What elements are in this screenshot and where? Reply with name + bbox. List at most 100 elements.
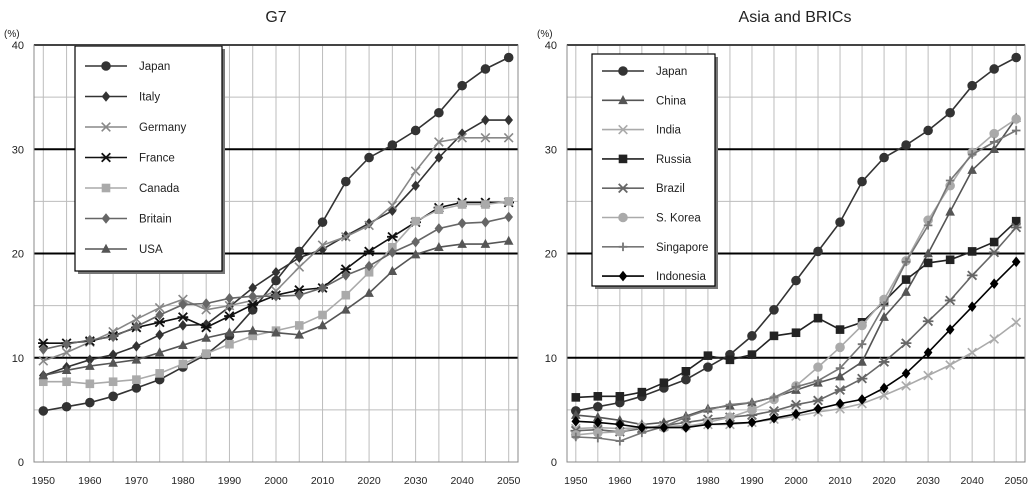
- x-tick-label: 1990: [218, 475, 242, 487]
- legend-marker-china: [618, 95, 628, 105]
- data-point-britain: [481, 216, 490, 228]
- data-point-singapore: [769, 393, 779, 402]
- data-point-italy: [108, 349, 118, 360]
- data-point-indonesia: [923, 347, 933, 358]
- data-point-brazil: [988, 247, 1000, 258]
- data-point-germany: [387, 200, 398, 211]
- data-point-usa: [434, 241, 444, 252]
- data-point-italy: [504, 114, 513, 126]
- legend-label-japan: Japan: [656, 66, 687, 78]
- data-point-japan: [989, 64, 999, 74]
- data-point-canada: [85, 379, 95, 389]
- data-point-italy: [85, 354, 95, 366]
- data-point-france: [154, 317, 165, 328]
- data-point-usa: [410, 249, 421, 259]
- data-point-france: [387, 231, 398, 242]
- legend-marker-japan: [618, 66, 628, 76]
- data-point-russia: [835, 325, 845, 334]
- data-point-russia: [967, 247, 977, 256]
- data-point-germany: [38, 356, 49, 366]
- data-point-russia: [637, 387, 647, 397]
- data-point-france: [340, 264, 352, 275]
- data-point-italy: [364, 217, 374, 229]
- y-tick-label: 40: [545, 40, 557, 52]
- data-point-canada: [318, 310, 327, 320]
- data-point-indonesia: [967, 301, 977, 312]
- series-indonesia: [571, 256, 1021, 433]
- y-tick-label: 40: [12, 40, 24, 52]
- y-tick-label: 10: [12, 353, 24, 365]
- data-point-japan: [434, 107, 444, 118]
- data-point-japan: [503, 52, 514, 63]
- legend-label-britain: Britain: [139, 214, 172, 226]
- y-tick-label: 10: [545, 353, 557, 365]
- data-point-canada: [178, 359, 188, 369]
- data-point-usa: [503, 235, 514, 245]
- data-point-china: [857, 356, 867, 366]
- data-point-russia: [813, 313, 823, 323]
- data-point-italy: [318, 244, 327, 255]
- legend-label-russia: Russia: [656, 154, 692, 166]
- data-point-india: [901, 381, 911, 391]
- data-point-russia: [681, 367, 691, 376]
- data-point-italy: [434, 152, 444, 163]
- data-point-japan: [857, 176, 867, 187]
- legend-marker-italy: [101, 91, 111, 102]
- legend-marker-canada: [101, 183, 111, 193]
- data-point-canada: [248, 331, 258, 341]
- legend-marker-brazil: [617, 183, 629, 194]
- data-point-canada: [225, 339, 234, 349]
- x-tick-label: 2030: [404, 475, 428, 487]
- data-point-germany: [224, 300, 235, 311]
- data-point-britain: [225, 293, 234, 304]
- x-tick-label: 2000: [264, 475, 288, 487]
- data-point-germany: [457, 132, 468, 143]
- data-point-germany: [503, 132, 514, 143]
- legend: Japan Italy Germany France Canada Britain USA: [74, 45, 225, 274]
- data-point-britain: [504, 211, 513, 223]
- data-point-indonesia: [879, 382, 889, 394]
- data-point-usa: [85, 360, 95, 370]
- data-point-singapore: [835, 363, 845, 373]
- legend-label-china: China: [656, 95, 687, 107]
- chart-title: G7: [265, 9, 286, 26]
- data-point-canada: [457, 200, 467, 209]
- data-point-germany: [434, 137, 444, 147]
- data-point-canada: [341, 290, 351, 300]
- data-point-usa: [457, 238, 467, 248]
- data-point-britain: [201, 298, 211, 309]
- data-point-italy: [294, 252, 304, 263]
- data-point-japan: [769, 304, 779, 315]
- legend-marker-japan: [101, 61, 111, 71]
- data-point-india: [879, 390, 889, 401]
- legend-label-s-korea: S. Korea: [656, 213, 701, 225]
- data-point-brazil: [790, 399, 802, 410]
- data-point-singapore: [857, 339, 867, 349]
- data-point-russia: [703, 351, 713, 360]
- data-point-japan: [131, 383, 142, 393]
- legend-marker-indonesia: [618, 270, 628, 282]
- x-tick-label: 2040: [450, 475, 474, 487]
- x-tick-label: 1980: [696, 475, 720, 487]
- data-point-japan: [410, 125, 421, 136]
- y-tick-label: 30: [545, 144, 557, 156]
- data-point-japan: [364, 152, 374, 163]
- data-point-italy: [132, 340, 141, 352]
- data-point-china: [879, 311, 889, 321]
- data-point-canada: [201, 349, 211, 358]
- data-point-canada: [39, 377, 48, 387]
- data-point-singapore: [615, 436, 625, 446]
- data-point-russia: [659, 378, 669, 388]
- data-point-usa: [178, 339, 188, 350]
- data-point-canada: [364, 267, 374, 277]
- data-point-russia: [901, 275, 911, 284]
- data-point-japan: [61, 401, 72, 412]
- data-point-russia: [923, 258, 933, 268]
- x-tick-label: 1960: [608, 475, 632, 487]
- data-point-japan: [341, 176, 351, 187]
- data-point-italy: [248, 282, 258, 294]
- data-point-singapore: [967, 150, 977, 159]
- data-point-usa: [271, 327, 281, 337]
- data-point-germany: [154, 302, 165, 313]
